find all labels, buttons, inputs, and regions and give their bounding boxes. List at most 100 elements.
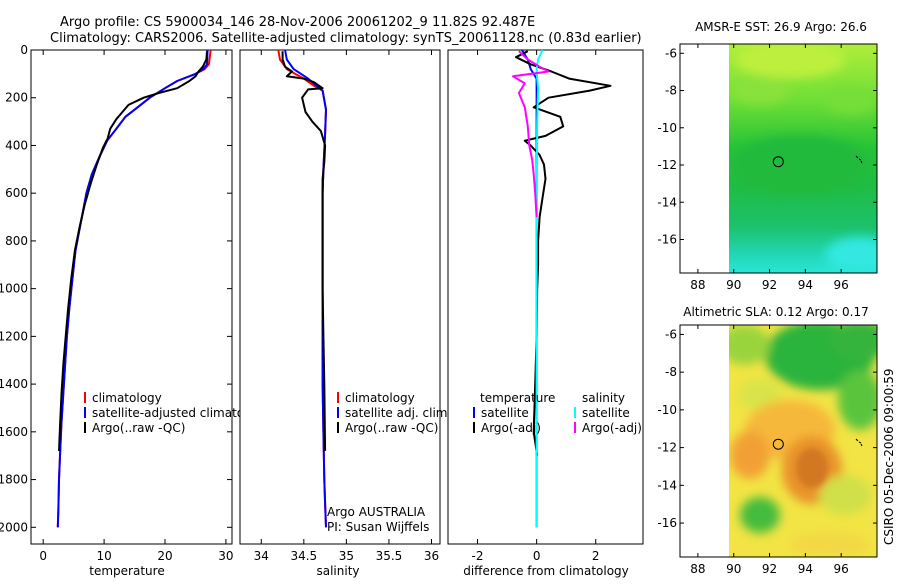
sst-heatmap (729, 44, 877, 273)
map-y-tick-label: -14 (657, 195, 677, 209)
sst-patch-cold (825, 237, 877, 273)
salinity-panel: 34 34.5 35 35.5 36 salinity climatology sate… (239, 49, 451, 578)
legend-label-satellite: satellite-adjusted climatology (92, 406, 270, 420)
sst-map-ticks: 88 90 92 94 96 -6 -8 -10 -12 -14 -16 (657, 44, 877, 292)
x-tick-label: 34.5 (290, 549, 317, 563)
sla-patch (838, 370, 877, 430)
x-tick-label: 2 (592, 549, 600, 563)
difference-xlabel: difference from climatology (463, 564, 629, 578)
sla-track-mark (855, 438, 863, 447)
series-salinity-argo-adj (512, 50, 550, 218)
legend-label-temp-satellite: satellite (481, 406, 529, 420)
map-y-tick-label: -6 (665, 327, 677, 341)
salinity-xlabel: salinity (316, 564, 359, 578)
temperature-xlabel: temperature (89, 564, 164, 578)
map-x-tick-label: 92 (762, 562, 777, 576)
legend-title-salinity: salinity (582, 391, 625, 405)
x-tick-label: 30 (218, 549, 233, 563)
sla-patch (819, 475, 871, 515)
x-tick-label: 0 (39, 549, 47, 563)
map-y-tick-label: -10 (657, 403, 677, 417)
map-y-tick-label: -14 (657, 478, 677, 492)
y-tick-label: 0 (20, 43, 28, 57)
map-x-tick-label: 96 (834, 562, 849, 576)
map-y-tick-label: -10 (657, 121, 677, 135)
map-y-tick-label: -16 (657, 232, 677, 246)
sst-patch (825, 86, 875, 114)
legend-label-sal-argo: Argo(-adj) (582, 421, 642, 435)
map-y-tick-label: -8 (665, 84, 677, 98)
legend-label-climatology: climatology (92, 391, 162, 405)
series-argo (281, 51, 327, 451)
sst-track-mark (855, 155, 863, 164)
legend-label-sal-satellite: satellite (582, 406, 630, 420)
x-tick-label: 35.5 (376, 549, 403, 563)
sla-heatmap (729, 325, 877, 557)
y-tick-label: 1400 (0, 377, 28, 391)
map-x-tick-label: 92 (762, 278, 777, 292)
sst-map-panel: AMSR-E SST: 26.9 Argo: 26.6 88 90 92 94 96 -6… (657, 20, 878, 292)
sst-map-title: AMSR-E SST: 26.9 Argo: 26.6 (695, 20, 867, 34)
x-tick-label: 10 (96, 549, 111, 563)
temperature-axes (30, 49, 233, 545)
sla-map-title: Altimetric SLA: 0.12 Argo: 0.17 (683, 305, 868, 319)
sla-patch-low (830, 325, 877, 360)
y-tick-label: 200 (5, 91, 28, 105)
sla-map-axes (679, 324, 878, 558)
map-x-tick-label: 94 (798, 278, 813, 292)
temperature-series (56, 49, 212, 528)
sst-patch-warm (735, 44, 845, 78)
annotation-pi: PI: Susan Wijffels (327, 520, 429, 534)
map-x-tick-label: 90 (726, 562, 741, 576)
y-tick-label: 1000 (0, 282, 28, 296)
sst-patches (730, 44, 877, 273)
y-tick-label: 600 (5, 186, 28, 200)
salinity-series (277, 49, 327, 528)
x-tick-label: -2 (472, 549, 484, 563)
temperature-legend: climatology satellite-adjusted climatolo… (84, 391, 270, 435)
sst-patch-cool (730, 135, 870, 195)
annotation-agency: Argo AUSTRALIA (327, 505, 426, 519)
credit-text: CSIRO 05-Dec-2006 09:00:59 (882, 368, 896, 545)
map-y-tick-label: -12 (657, 158, 677, 172)
difference-legend-temperature: temperature satellite Argo(-adj) (473, 391, 555, 435)
series-satellite (56, 49, 209, 528)
sst-map-axes (679, 43, 878, 274)
series-argo (58, 51, 208, 451)
sla-map-panel: Altimetric SLA: 0.12 Argo: 0.17 8 (657, 305, 878, 576)
sla-argo-marker (772, 438, 784, 450)
x-tick-label: 34 (254, 549, 269, 563)
map-x-tick-label: 94 (798, 562, 813, 576)
y-tick-label: 400 (5, 138, 28, 152)
legend-label-climatology: climatology (345, 391, 415, 405)
legend-title-temperature: temperature (480, 391, 555, 405)
salinity-axes (239, 49, 441, 545)
map-x-tick-label: 88 (690, 278, 705, 292)
sla-patch-max (796, 448, 828, 488)
y-tick-label: 1600 (0, 425, 28, 439)
map-x-tick-label: 96 (834, 278, 849, 292)
y-tick-label: 1800 (0, 473, 28, 487)
legend-label-temp-argo: Argo(-adj) (481, 421, 541, 435)
y-tick-label: 800 (5, 234, 28, 248)
legend-label-argo: Argo(..raw -QC) (345, 421, 438, 435)
x-tick-label: 20 (157, 549, 172, 563)
legend-label-argo: Argo(..raw -QC) (92, 421, 185, 435)
sla-patch-low (740, 497, 780, 533)
map-x-tick-label: 90 (726, 278, 741, 292)
x-tick-label: 35 (339, 549, 354, 563)
temperature-panel: 0 10 20 30 0 200 400 600 800 1000 1200 1400 1600 1800… (0, 43, 270, 578)
sla-patches (729, 325, 877, 557)
difference-axes (447, 49, 644, 545)
sla-patch (729, 325, 770, 365)
sla-patch (730, 431, 770, 479)
map-x-tick-label: 88 (690, 562, 705, 576)
temperature-ticks: 0 10 20 30 0 200 400 600 800 1000 1200 1400 1600 1800… (0, 43, 234, 563)
difference-series (512, 49, 612, 528)
sla-patch (790, 533, 870, 557)
legend-label-satellite: satellite adj. clim. (345, 406, 451, 420)
map-y-tick-label: -16 (657, 516, 677, 530)
header-line-1: Argo profile: CS 5900034_146 28-Nov-2006… (60, 15, 535, 30)
sst-patch (730, 76, 790, 104)
